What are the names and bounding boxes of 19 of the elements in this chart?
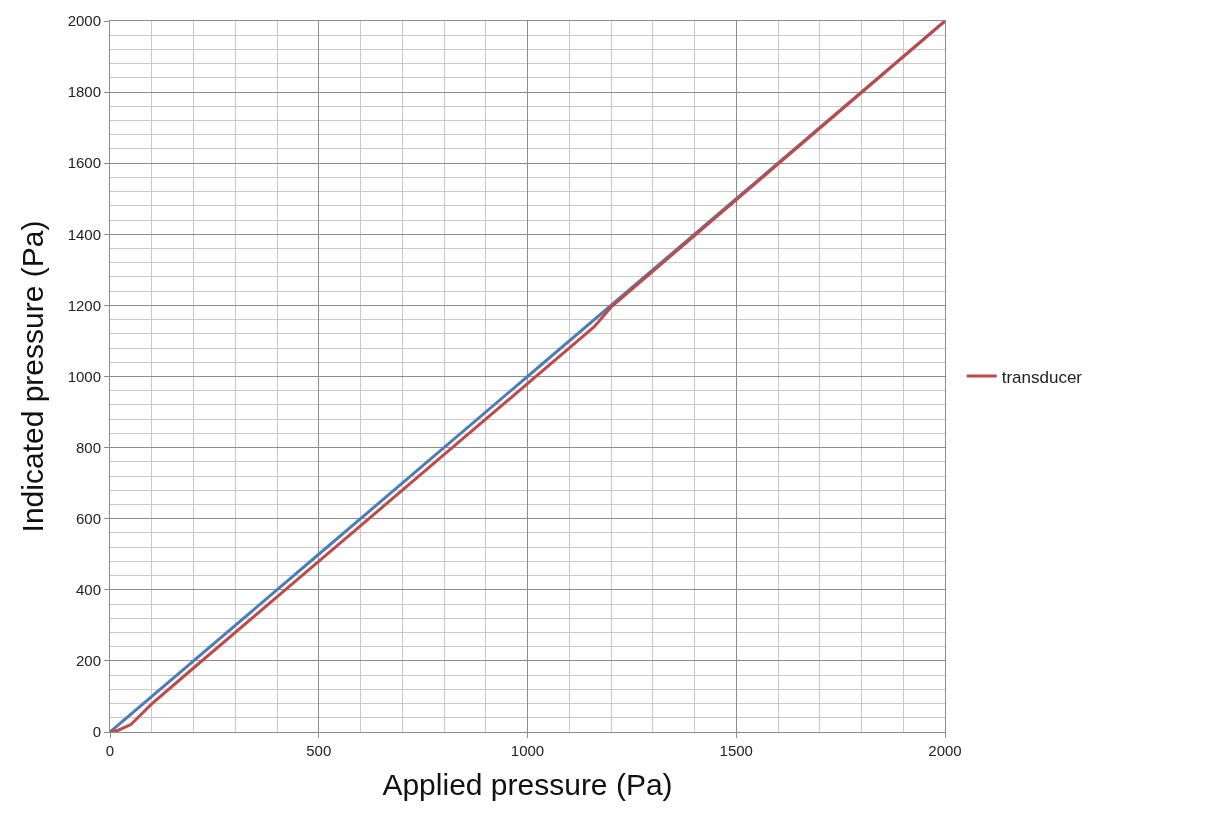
y-tick-label: 400 [75,581,101,599]
x-axis-title: Applied pressure (Pa) [382,767,673,801]
y-tick-label: 800 [75,438,101,456]
y-tick-label: 1600 [67,154,101,172]
x-tick-label: 1000 [510,742,545,759]
y-tick-label: 200 [75,652,101,670]
legend-label: transducer [1001,367,1083,387]
y-tick-label: 2000 [67,12,101,30]
x-tick-label: 1500 [719,742,753,759]
y-axis-title: Indicated pressure (Pa) [15,220,49,533]
y-tick-label: 1000 [67,367,101,385]
x-tick-label: 500 [306,742,332,759]
y-tick-label: 1400 [67,225,101,243]
x-tick-label: 0 [105,742,115,759]
x-tick-label: 2000 [928,742,962,759]
y-tick-label: 1200 [67,296,101,314]
y-tick-label: 600 [75,509,101,527]
y-tick-label: 1800 [67,83,101,101]
y-tick-label: 0 [92,723,101,741]
